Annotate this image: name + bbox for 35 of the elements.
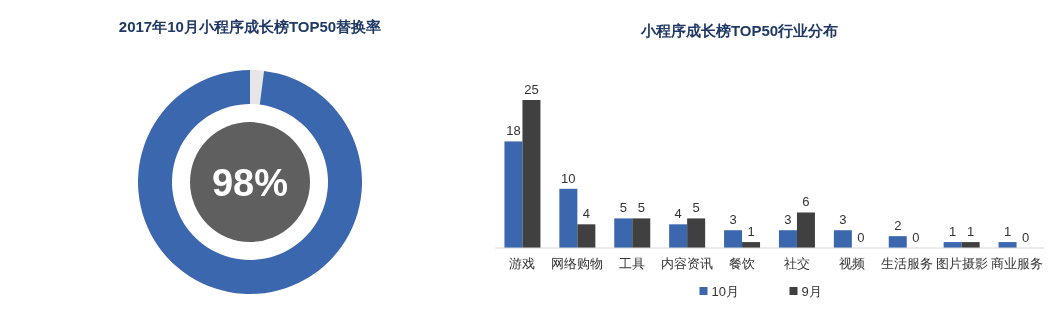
data-label: 5 <box>619 200 627 216</box>
data-label: 1 <box>1003 224 1012 240</box>
data-label: 2 <box>894 218 902 234</box>
legend-label: 10月 <box>711 284 739 299</box>
x-tick-label: 图片摄影 <box>935 257 988 271</box>
data-label: 4 <box>582 206 590 222</box>
chart-title: 2017年10月小程序成长榜TOP50替换率 <box>118 18 382 35</box>
chart-title: 小程序成长榜TOP50行业分布 <box>639 22 839 39</box>
x-tick-label: 商业服务 <box>990 257 1043 271</box>
data-label: 3 <box>784 212 792 228</box>
x-tick-label: 工具 <box>619 257 646 271</box>
legend-label: 9月 <box>801 284 822 299</box>
data-label: 6 <box>802 194 810 210</box>
data-label: 1 <box>967 224 975 240</box>
data-label: 0 <box>1021 230 1030 245</box>
x-tick-label: 网络购物 <box>551 257 604 271</box>
data-label: 5 <box>637 200 645 216</box>
data-label: 1 <box>747 224 755 240</box>
data-label: 4 <box>674 206 682 222</box>
data-label: 0 <box>912 230 920 245</box>
data-label: 1 <box>949 224 957 240</box>
x-tick-label: 生活服务 <box>880 257 933 271</box>
x-tick-label: 视频 <box>838 257 865 271</box>
data-label: 10 <box>561 170 576 186</box>
data-label: 3 <box>839 212 847 228</box>
x-tick-label: 社交 <box>783 256 810 271</box>
data-label: 0 <box>857 230 865 245</box>
x-tick-label: 餐饮 <box>729 257 756 271</box>
data-label: 3 <box>729 212 737 228</box>
x-tick-label: 游戏 <box>509 257 536 271</box>
text: 98% <box>211 162 289 204</box>
data-label: 18 <box>506 123 521 139</box>
data-label: 25 <box>524 82 539 97</box>
x-tick-label: 内容资讯 <box>661 256 714 271</box>
data-label: 5 <box>692 200 700 216</box>
